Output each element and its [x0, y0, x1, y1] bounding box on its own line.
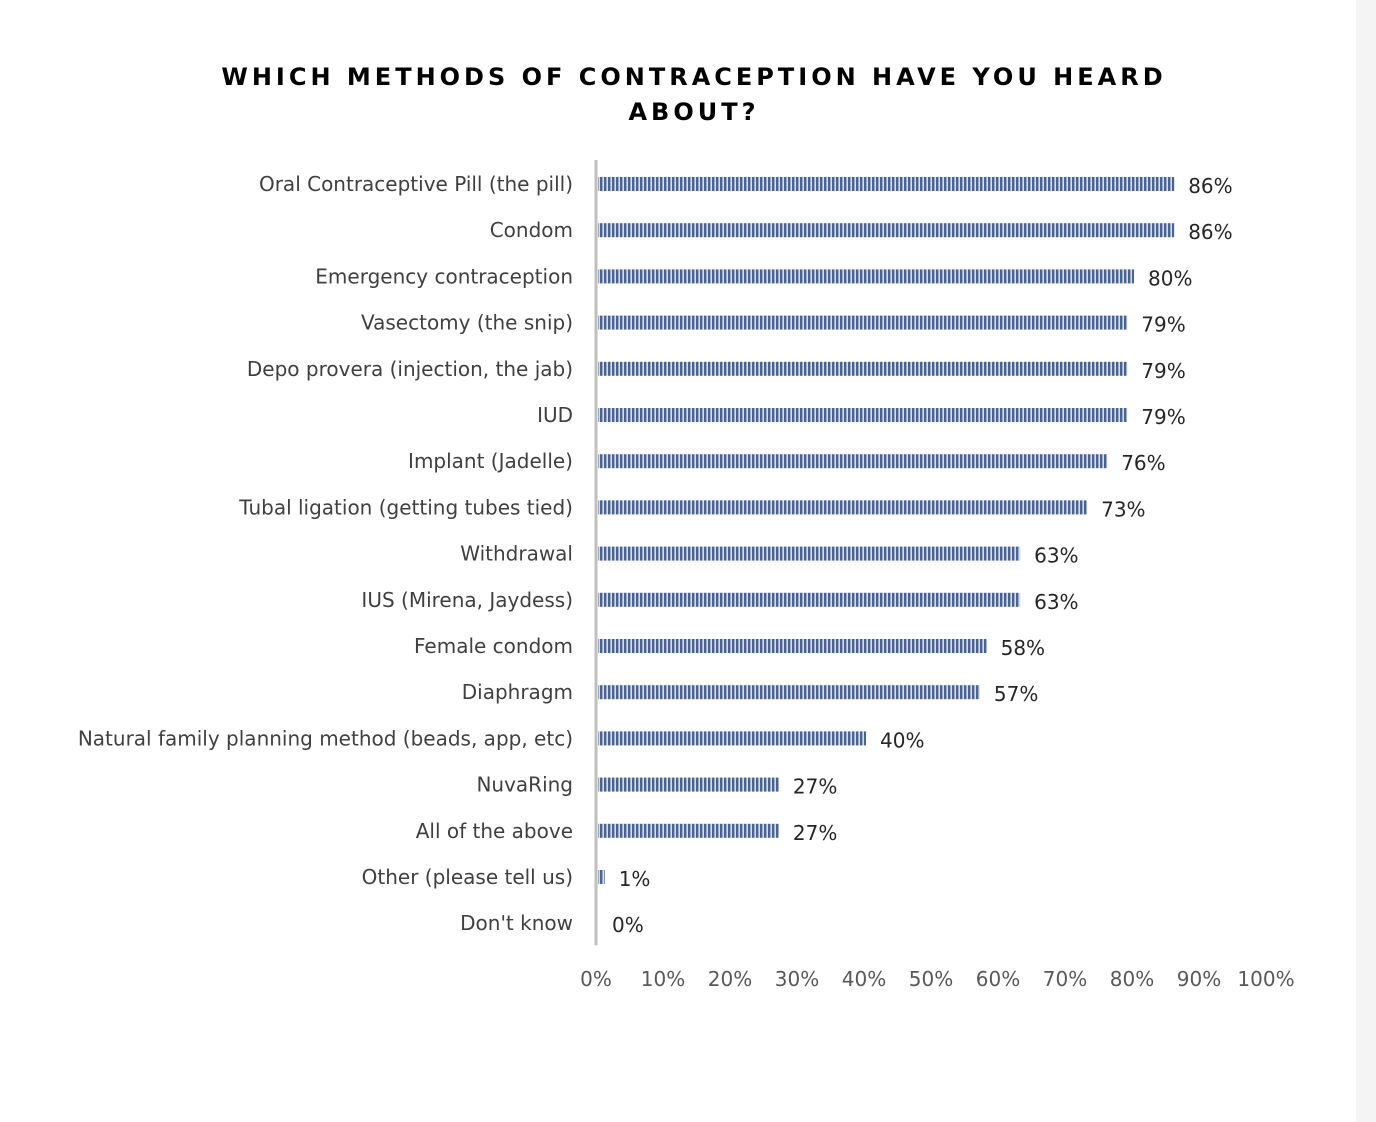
category-label: Other (please tell us) — [362, 865, 573, 889]
bar — [598, 408, 1128, 422]
bar — [598, 177, 1175, 191]
category-label: Emergency contraception — [315, 264, 573, 288]
data-label: 40% — [880, 728, 924, 752]
category-label: Female condom — [414, 634, 573, 658]
category-label: Natural family planning method (beads, a… — [78, 726, 573, 750]
data-label: 79% — [1141, 359, 1185, 383]
category-label: Tubal ligation (getting tubes tied) — [238, 495, 573, 519]
x-tick-label: 0% — [580, 967, 612, 991]
category-label: NuvaRing — [476, 773, 573, 797]
bar — [598, 269, 1134, 284]
category-label: All of the above — [416, 819, 573, 843]
x-tick-label: 10% — [641, 967, 685, 991]
x-tick-label: 80% — [1110, 967, 1154, 991]
category-label: IUD — [537, 403, 573, 427]
bars-layer — [598, 177, 1175, 884]
bar — [598, 500, 1088, 515]
x-tick-label: 30% — [775, 967, 819, 991]
category-label: Oral Contraceptive Pill (the pill) — [259, 172, 573, 196]
value-labels: 86% 86% 80% 79% 79% 79% 76% 73% 63% 63% 58% 57% 40% 2… — [612, 174, 1233, 937]
category-label: IUS (Mirena, Jaydess) — [361, 588, 573, 612]
x-tick-label: 70% — [1043, 967, 1087, 991]
category-label: Condom — [490, 218, 573, 242]
data-label: 27% — [793, 821, 837, 845]
category-label: Vasectomy (the snip) — [361, 311, 573, 335]
data-label: 58% — [1001, 636, 1045, 660]
data-label: 79% — [1141, 405, 1185, 429]
category-label: Depo provera (injection, the jab) — [247, 357, 573, 381]
data-label: 76% — [1121, 451, 1165, 475]
bar — [598, 315, 1128, 330]
chart-title: WHICH METHODS OF CONTRACEPTION HAVE YOU … — [221, 63, 1167, 126]
data-label: 73% — [1101, 497, 1145, 521]
bar — [598, 592, 1021, 607]
data-label: 27% — [793, 775, 837, 799]
x-tick-label: 60% — [976, 967, 1020, 991]
bar — [598, 546, 1021, 561]
data-label: 0% — [612, 913, 644, 937]
data-label: 1% — [619, 867, 651, 891]
bar — [598, 731, 866, 746]
bar — [598, 777, 779, 792]
data-label: 57% — [994, 682, 1038, 706]
data-label: 86% — [1188, 220, 1232, 244]
bar — [598, 870, 605, 884]
category-labels: Oral Contraceptive Pill (the pill) Condom… — [78, 172, 573, 935]
bar — [598, 639, 987, 653]
bar — [598, 454, 1108, 469]
category-label: Withdrawal — [460, 542, 573, 566]
x-tick-label: 50% — [909, 967, 953, 991]
bar — [598, 685, 980, 700]
category-label: Don't know — [460, 911, 573, 935]
x-tick-label: 90% — [1177, 967, 1221, 991]
category-label: Implant (Jadelle) — [408, 449, 573, 473]
data-label: 63% — [1034, 590, 1078, 614]
bar — [598, 823, 779, 838]
page-edge-strip — [1356, 0, 1376, 1122]
bar — [598, 223, 1175, 238]
data-label: 80% — [1148, 266, 1192, 290]
x-tick-label: 100% — [1237, 967, 1294, 991]
data-label: 86% — [1188, 174, 1232, 198]
data-label: 79% — [1141, 313, 1185, 337]
data-label: 63% — [1034, 544, 1078, 568]
bar — [598, 361, 1128, 376]
x-tick-label: 40% — [842, 967, 886, 991]
x-axis-tick-labels: 0% 10% 20% 30% 40% 50% 60% 70% 80% 90% 100% — [580, 967, 1294, 991]
x-tick-label: 20% — [708, 967, 752, 991]
category-label: Diaphragm — [462, 680, 573, 704]
